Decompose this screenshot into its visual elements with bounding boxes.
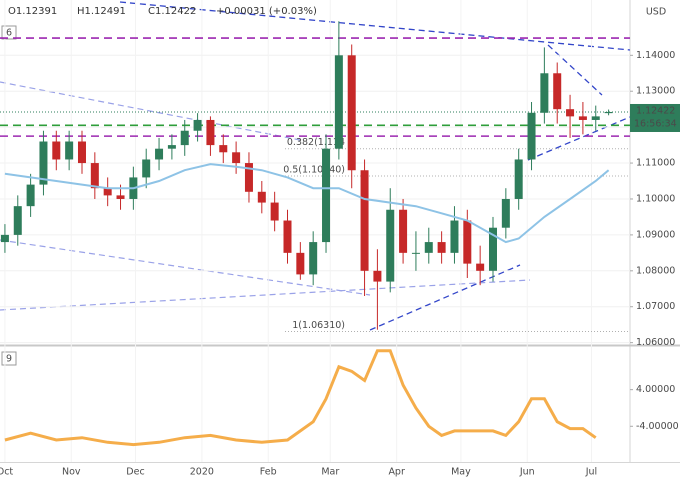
candle-body bbox=[411, 252, 420, 254]
trendline bbox=[369, 264, 521, 331]
candle-body bbox=[514, 159, 523, 199]
y-tick-label: 1.06000 bbox=[636, 337, 675, 348]
trendline bbox=[119, 1, 631, 51]
candle-body bbox=[488, 227, 497, 271]
candle-body bbox=[360, 170, 369, 271]
candle-body bbox=[270, 202, 279, 221]
pane-badge bbox=[1, 25, 17, 40]
trendlines bbox=[119, 1, 631, 331]
candle-body bbox=[167, 145, 176, 149]
y-tick-label: 4.00000 bbox=[636, 384, 675, 395]
header-change: +0.00031 (+0.03%) bbox=[216, 6, 317, 17]
candle-body bbox=[437, 242, 446, 253]
candle-body bbox=[309, 242, 318, 275]
x-tick-label: Nov bbox=[62, 467, 81, 478]
y-tick-label: 1.07000 bbox=[636, 301, 675, 312]
candle-body bbox=[373, 270, 382, 282]
fib-label: 0.382(1.114 bbox=[287, 137, 345, 148]
x-tick-label: Jul bbox=[585, 467, 597, 478]
candle-body bbox=[206, 119, 215, 146]
candle-body bbox=[193, 119, 202, 131]
x-tick-label: Mar bbox=[321, 467, 339, 478]
x-tick-label: Jun bbox=[519, 467, 535, 478]
header-open: O1.12391 bbox=[8, 6, 57, 17]
candle-body bbox=[578, 116, 587, 120]
trendline bbox=[527, 116, 631, 161]
candle-body bbox=[399, 209, 408, 253]
candle-body bbox=[26, 184, 35, 207]
candle-body bbox=[476, 263, 485, 271]
candle-body bbox=[65, 141, 74, 160]
x-tick-label: 2020 bbox=[190, 467, 214, 478]
y-tick-label: 1.13000 bbox=[636, 86, 675, 97]
candle-body bbox=[501, 198, 510, 228]
pane-label: 6 bbox=[6, 28, 12, 39]
x-tick-label: Oct bbox=[0, 467, 13, 478]
candle-body bbox=[283, 220, 292, 253]
candle-body bbox=[566, 109, 575, 117]
candle-body bbox=[39, 141, 48, 185]
candle-body bbox=[296, 252, 305, 275]
candle-body bbox=[116, 195, 125, 199]
candle-body bbox=[553, 73, 562, 110]
candle-body bbox=[540, 73, 549, 113]
candle-body bbox=[347, 55, 356, 171]
candle-body bbox=[155, 148, 164, 160]
fib-label: 0.5(1.10640) bbox=[283, 164, 345, 175]
header-close: C1.12422 bbox=[148, 6, 196, 17]
pane-label: 9 bbox=[6, 354, 12, 365]
candle-body bbox=[77, 141, 86, 164]
candle-body bbox=[257, 191, 266, 203]
candle-body bbox=[244, 163, 253, 192]
trendline bbox=[547, 44, 603, 96]
header-high: H1.12491 bbox=[77, 6, 126, 17]
candle-body bbox=[424, 242, 433, 253]
candle-body bbox=[450, 220, 459, 253]
candle-body bbox=[463, 220, 472, 264]
line bbox=[4, 349, 597, 447]
candle-body bbox=[232, 152, 241, 164]
candle-body bbox=[90, 163, 99, 189]
y-tick-label: 1.14000 bbox=[636, 50, 675, 61]
candle-body bbox=[52, 141, 61, 160]
x-tick-label: May bbox=[451, 467, 471, 478]
candle-body bbox=[322, 148, 331, 243]
x-tick-label: Apr bbox=[388, 467, 405, 478]
line bbox=[4, 163, 610, 244]
y-tick-label: 1.10000 bbox=[636, 193, 675, 204]
countdown: 16:56:34 bbox=[634, 118, 677, 129]
trendline bbox=[0, 279, 531, 311]
candle-body bbox=[142, 159, 151, 178]
x-tick-label: Feb bbox=[260, 467, 277, 478]
candle-body bbox=[103, 188, 112, 196]
candle-body bbox=[604, 111, 613, 114]
y-tick-label: -4.00000 bbox=[636, 421, 679, 432]
candle-body bbox=[180, 130, 189, 146]
candle-body bbox=[334, 55, 343, 149]
y-tick-label: 1.11000 bbox=[636, 158, 675, 169]
last-price-label: 1.12422 bbox=[636, 105, 675, 116]
candle-body bbox=[219, 145, 228, 153]
y-tick-label: 1.08000 bbox=[636, 265, 675, 276]
last-price-box bbox=[630, 103, 680, 132]
y-tick-label: 1.09000 bbox=[636, 229, 675, 240]
candle-body bbox=[386, 209, 395, 282]
pane-badge bbox=[1, 351, 17, 366]
candle-body bbox=[591, 116, 600, 120]
candle-body bbox=[13, 206, 22, 235]
candle-body bbox=[0, 234, 9, 243]
x-tick-label: Dec bbox=[126, 467, 144, 478]
fib-label: 1(1.06310) bbox=[292, 320, 345, 331]
currency: USD bbox=[646, 7, 666, 18]
candle-body bbox=[527, 112, 536, 160]
trendline bbox=[0, 239, 371, 296]
